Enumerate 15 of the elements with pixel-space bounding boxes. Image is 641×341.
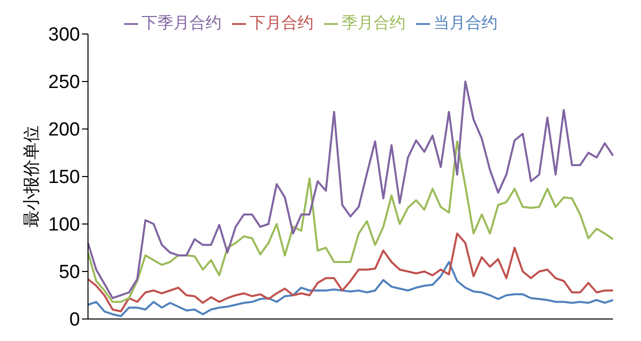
y-tick-label: 250: [48, 72, 80, 94]
y-tick-label: 300: [48, 24, 80, 46]
line-series: [87, 232, 614, 312]
y-axis-title: 最小报价单位: [22, 126, 42, 228]
y-tick-label: 50: [58, 262, 80, 284]
y-tick-label: 0: [69, 310, 80, 331]
legend-label: 下季月合约: [142, 15, 222, 32]
y-tick-label: 200: [48, 120, 80, 141]
line-series: [87, 80, 614, 300]
y-tick-label: 100: [48, 214, 80, 236]
line-series: [87, 140, 614, 303]
legend-label: 下月合约: [250, 15, 314, 32]
legend-label: 季月合约: [342, 15, 406, 32]
y-tick-label: 150: [48, 167, 80, 188]
legend-label: 当月合约: [434, 15, 498, 32]
